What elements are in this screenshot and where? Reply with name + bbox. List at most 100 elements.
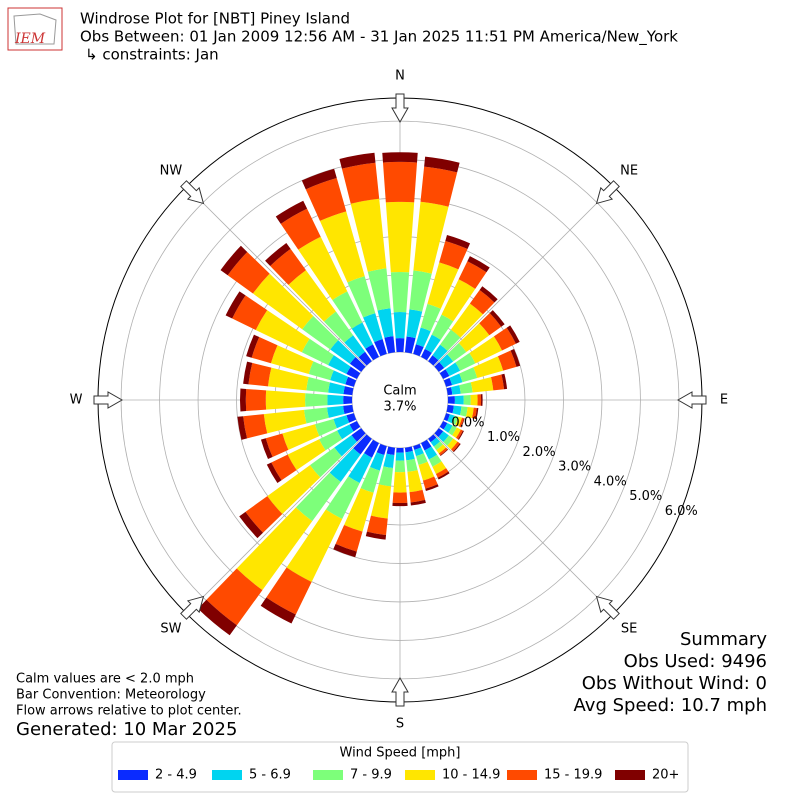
bar-segment [329, 448, 361, 482]
bar-segment [351, 322, 373, 349]
bar-segment [447, 396, 455, 404]
bar-segment [451, 415, 459, 425]
bar-segment [407, 470, 423, 493]
legend-swatch [118, 770, 148, 780]
bar-segment [404, 446, 413, 453]
bar-segment [271, 454, 297, 481]
bar-segment [365, 531, 387, 540]
bar-segment [393, 472, 407, 493]
r-tick-label: 2.0% [523, 445, 556, 460]
bar-segment [251, 337, 278, 364]
r-tick-label: 4.0% [594, 474, 627, 489]
bar-segment [447, 343, 467, 362]
bar-segment [460, 418, 465, 428]
note: Calm values are < 2.0 mph [16, 672, 194, 687]
bar-segment [265, 390, 306, 410]
bar-segment [479, 313, 502, 336]
bar-segment [455, 416, 463, 427]
bar-segment [473, 356, 504, 378]
bar-segment [410, 499, 426, 506]
bar-segment [306, 377, 330, 393]
bar-segment [308, 361, 334, 381]
bar-segment [452, 443, 461, 453]
bar-segment [302, 315, 339, 350]
legend-title: Wind Speed [mph] [340, 746, 461, 761]
bar-segment [366, 515, 388, 536]
bar-segment [446, 404, 454, 414]
legend-swatch [507, 770, 537, 780]
bar-segment [267, 465, 321, 515]
bar-segment [447, 438, 458, 450]
bar-segment [332, 291, 363, 329]
bar-segment [240, 388, 247, 412]
bar-segment [447, 414, 455, 424]
compass-label: NW [160, 163, 183, 178]
bar-segment [347, 276, 376, 318]
bar-segment [351, 428, 366, 442]
legend-label: 2 - 4.9 [155, 768, 197, 783]
bar-segment [459, 406, 468, 417]
bar-segment [443, 422, 453, 433]
constraint: ↳ constraints: Jan [85, 46, 219, 64]
bar-segment [452, 427, 461, 438]
bar-segment [439, 240, 468, 270]
bar-segment [335, 524, 363, 552]
bar-segment [363, 313, 383, 343]
logo: IEM [7, 7, 63, 51]
bar-segment [344, 488, 374, 532]
radial-grid-line [186, 186, 367, 367]
bar-segment [465, 406, 474, 419]
summary-line: Obs Used: 9496 [624, 651, 767, 672]
bar-segment [433, 441, 444, 451]
bar-segment [470, 377, 494, 393]
bar-segment [330, 340, 356, 364]
r-tick-label: 1.0% [487, 430, 520, 445]
bar-segment [441, 279, 476, 322]
bar-segment [428, 355, 439, 366]
bar-segment [245, 388, 267, 412]
bar-segment [225, 291, 246, 319]
bar-segment [383, 453, 395, 469]
bar-segment [510, 348, 521, 367]
bar-segment [420, 439, 432, 451]
bar-segment [422, 476, 438, 489]
legend-swatch [313, 770, 343, 780]
bar-segment [439, 354, 454, 369]
bar-segment [413, 201, 449, 274]
summary-line: Obs Without Wind: 0 [582, 673, 767, 694]
compass-label: S [396, 717, 404, 732]
bar-segment [469, 290, 495, 315]
bar-segment [451, 385, 461, 395]
bar-segment [425, 484, 439, 491]
bar-segment [239, 511, 263, 539]
bar-segment [420, 348, 432, 361]
bar-segment [437, 471, 450, 480]
flow-arrow [180, 180, 205, 205]
bar-segment [458, 261, 487, 289]
bar-segment [436, 444, 446, 454]
compass-label: SE [621, 622, 637, 637]
bar-segment [467, 256, 490, 273]
bar-segment [319, 430, 343, 451]
bar-segment [206, 568, 263, 626]
bar-segment [420, 303, 441, 332]
bar-segment [474, 407, 479, 420]
bar-segment [382, 152, 418, 163]
flow-arrow [595, 180, 620, 205]
flow-arrow [676, 391, 707, 409]
bar-segment [471, 407, 477, 419]
bar-segment [309, 447, 342, 478]
bar-segment [493, 327, 516, 351]
bar-segment [260, 597, 296, 624]
bar-segment [346, 366, 361, 380]
bar-segment [415, 453, 428, 466]
bar-segment [458, 417, 464, 428]
bar-segment [301, 168, 337, 190]
calm-label: Calm [383, 384, 416, 399]
bar-segment [376, 443, 387, 456]
bar-segment [275, 200, 308, 224]
bar-segment [370, 484, 392, 519]
bar-segment [443, 413, 450, 422]
bar-segment [325, 476, 360, 519]
bar-segment [409, 489, 426, 503]
